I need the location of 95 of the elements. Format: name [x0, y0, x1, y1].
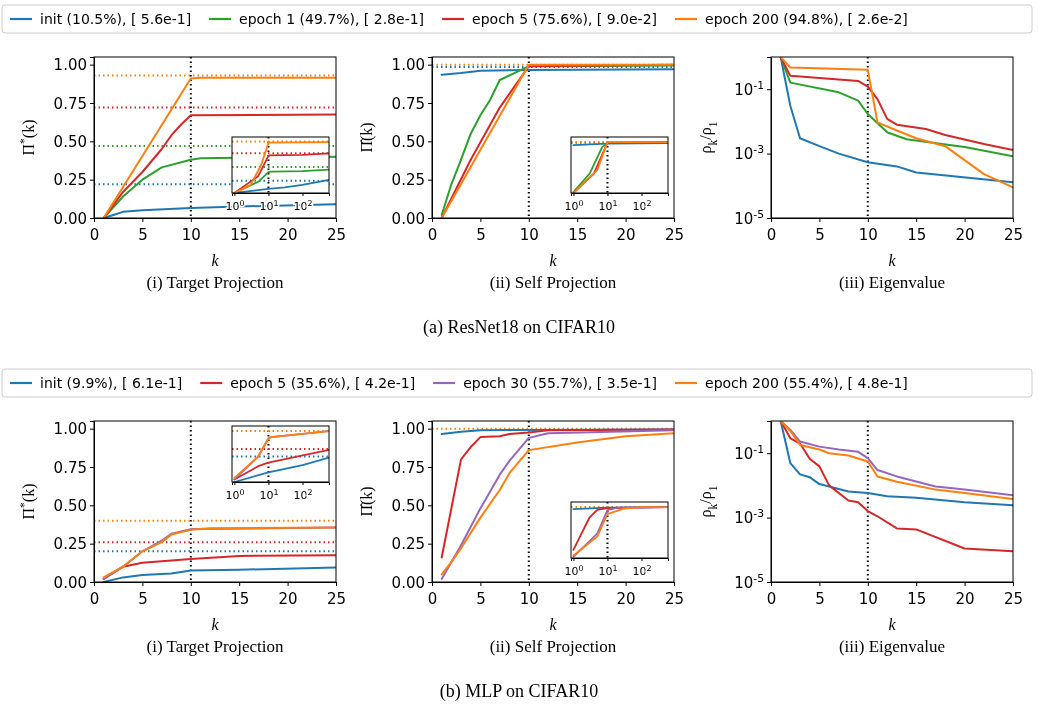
x-tick-label: 10	[181, 226, 201, 244]
x-tick-label: 10	[858, 590, 878, 608]
text: (ii) Self Projection	[489, 637, 617, 656]
text: (iii) Eigenvalue	[838, 637, 946, 656]
x-tick-label: 25	[664, 590, 685, 608]
x-tick-label: 10$^{2}$	[632, 563, 652, 578]
x-axis-title: k	[211, 616, 220, 633]
text: (b) MLP on CIFAR10	[439, 681, 599, 702]
legend-label: epoch 5 (35.6%), [ 4.2e-1]	[230, 375, 416, 391]
x-tick-label: 5	[138, 226, 148, 244]
y-tick-label: 0.25	[53, 171, 87, 190]
x-tick-label: 5	[476, 590, 486, 608]
y-tick-label: 0.75	[391, 458, 425, 477]
x-tick-label: 15	[907, 590, 927, 608]
x-tick-label: 5	[815, 226, 825, 244]
x-tick-label: 20	[616, 590, 636, 608]
x-tick-label: 25	[326, 590, 347, 608]
x-tick-label: 0	[427, 590, 438, 608]
x-tick-label: 5	[138, 590, 148, 608]
x-tick-label: 20	[955, 590, 975, 608]
text: (ii) Self Projection	[489, 273, 617, 292]
text: (iii) Eigenvalue	[838, 273, 946, 292]
x-tick-label: 0	[89, 226, 100, 244]
x-tick-label: 25	[1003, 226, 1024, 244]
y-tick-label: 10$^{-1}$	[734, 78, 764, 99]
y-tick-label: 0.25	[53, 535, 87, 554]
y-tick-label: 0.25	[391, 171, 425, 190]
x-axis-title: k	[888, 252, 897, 269]
text: (i) Target Projection	[146, 637, 284, 656]
y-tick-label: 1.00	[391, 420, 425, 439]
y-tick-label: 0.00	[53, 209, 87, 228]
x-axis-title: k	[888, 616, 897, 633]
x-tick-label: 20	[955, 226, 975, 244]
y-tick-label: 10$^{-5}$	[734, 571, 764, 592]
x-tick-label: 10	[519, 226, 539, 244]
x-tick-label: 10$^{0}$	[225, 487, 245, 502]
legend-label: init (9.9%), [ 6.1e-1]	[40, 375, 183, 391]
legend-label: epoch 200 (55.4%), [ 4.8e-1]	[705, 375, 908, 391]
legend-label: epoch 200 (94.8%), [ 2.6e-2]	[705, 11, 908, 27]
x-tick-label: 25	[1003, 590, 1024, 608]
x-tick-label: 10$^{1}$	[259, 487, 279, 502]
x-tick-label: 15	[230, 590, 250, 608]
y-tick-label: 0.50	[391, 497, 425, 516]
x-tick-label: 10$^{2}$	[632, 198, 652, 213]
x-axis-title: k	[549, 616, 558, 633]
x-tick-label: 10$^{0}$	[564, 198, 584, 213]
y-tick-label: 0.75	[53, 94, 87, 113]
y-tick-label: 0.50	[53, 497, 87, 516]
legend-label: epoch 5 (75.6%), [ 9.0e-2]	[472, 11, 658, 27]
x-tick-label: 10$^{1}$	[598, 563, 618, 578]
y-tick-label: 0.75	[391, 94, 425, 113]
x-tick-label: 15	[230, 226, 250, 244]
y-tick-label: 0.00	[53, 573, 87, 592]
legend-label: epoch 30 (55.7%), [ 3.5e-1]	[463, 375, 658, 391]
x-axis-title: k	[549, 252, 558, 269]
x-tick-label: 20	[278, 226, 298, 244]
legend-label: init (10.5%), [ 5.6e-1]	[40, 11, 192, 27]
x-tick-label: 15	[568, 226, 588, 244]
x-tick-label: 0	[427, 226, 438, 244]
y-tick-label: 1.00	[53, 56, 87, 75]
x-tick-label: 15	[568, 590, 588, 608]
y-tick-label: 1.00	[53, 420, 87, 439]
y-tick-label: 0.25	[391, 535, 425, 554]
x-tick-label: 10	[181, 590, 201, 608]
y-tick-label: 1.00	[391, 56, 425, 75]
x-tick-label: 5	[476, 226, 486, 244]
legend-label: epoch 1 (49.7%), [ 2.8e-1]	[239, 11, 425, 27]
x-tick-label: 15	[907, 226, 927, 244]
x-tick-label: 0	[766, 590, 777, 608]
x-tick-label: 0	[89, 590, 100, 608]
x-tick-label: 0	[766, 226, 777, 244]
y-tick-label: 10$^{-3}$	[734, 142, 764, 164]
y-axis-title: Π̂(k)	[358, 486, 376, 517]
y-tick-label: 10$^{-3}$	[734, 506, 764, 528]
x-axis-title: k	[211, 252, 220, 269]
x-tick-label: 20	[278, 590, 298, 608]
x-tick-label: 25	[326, 226, 347, 244]
text: (i) Target Projection	[146, 273, 284, 292]
y-axis-title: Π̂(k)	[358, 122, 376, 153]
y-tick-label: 0.50	[391, 133, 425, 152]
x-tick-label: 10	[858, 226, 878, 244]
x-tick-label: 10	[519, 590, 539, 608]
x-tick-label: 10$^{0}$	[564, 563, 584, 578]
text: (a) ResNet18 on CIFAR10	[422, 317, 616, 338]
y-tick-label: 10$^{-1}$	[734, 442, 764, 463]
y-tick-label: 0.75	[53, 458, 87, 477]
x-tick-label: 10$^{2}$	[293, 487, 313, 502]
x-tick-label: 20	[616, 226, 636, 244]
x-tick-label: 5	[815, 590, 825, 608]
y-tick-label: 0.00	[391, 573, 425, 592]
x-tick-label: 10$^{1}$	[598, 198, 618, 213]
y-tick-label: 0.50	[53, 133, 87, 152]
y-tick-label: 0.00	[391, 209, 425, 228]
x-tick-label: 25	[664, 226, 685, 244]
y-tick-label: 10$^{-5}$	[734, 207, 764, 228]
